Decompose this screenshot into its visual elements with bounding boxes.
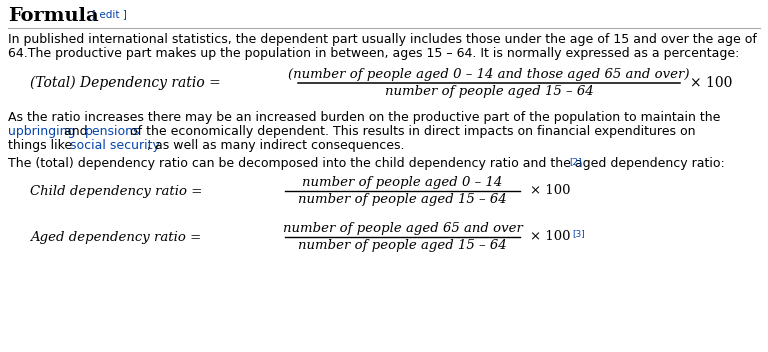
Text: [2]: [2] (569, 157, 582, 166)
Text: × 100: × 100 (530, 184, 571, 197)
Text: (number of people aged 0 – 14 and those aged 65 and over): (number of people aged 0 – 14 and those … (288, 68, 690, 81)
Text: of the economically dependent. This results in direct impacts on financial expen: of the economically dependent. This resu… (127, 125, 696, 138)
Text: and: and (59, 125, 91, 138)
Text: Formula: Formula (8, 7, 99, 25)
Text: things like: things like (8, 139, 76, 152)
Text: Aged dependency ratio =: Aged dependency ratio = (30, 231, 201, 244)
Text: As the ratio increases there may be an increased burden on the productive part o: As the ratio increases there may be an i… (8, 111, 720, 124)
Text: number of people aged 15 – 64: number of people aged 15 – 64 (298, 239, 507, 252)
Text: , as well as many indirect consequences.: , as well as many indirect consequences. (147, 139, 405, 152)
Text: In published international statistics, the dependent part usually includes those: In published international statistics, t… (8, 33, 757, 46)
Text: × 100: × 100 (690, 76, 733, 90)
Text: Child dependency ratio =: Child dependency ratio = (30, 184, 203, 197)
Text: social security: social security (70, 139, 160, 152)
Text: × 100: × 100 (530, 231, 571, 244)
Text: 64.The productive part makes up the population in between, ages 15 – 64. It is n: 64.The productive part makes up the popu… (8, 47, 740, 60)
Text: number of people aged 0 – 14: number of people aged 0 – 14 (303, 176, 502, 189)
Text: pensions: pensions (85, 125, 141, 138)
Text: number of people aged 15 – 64: number of people aged 15 – 64 (385, 85, 594, 98)
Text: [3]: [3] (572, 229, 584, 238)
Text: upbringing: upbringing (8, 125, 75, 138)
Text: (Total) Dependency ratio =: (Total) Dependency ratio = (30, 76, 220, 90)
Text: number of people aged 15 – 64: number of people aged 15 – 64 (298, 193, 507, 206)
Text: [ edit ]: [ edit ] (92, 9, 127, 19)
Text: number of people aged 65 and over: number of people aged 65 and over (283, 222, 522, 235)
Text: The (total) dependency ratio can be decomposed into the child dependency ratio a: The (total) dependency ratio can be deco… (8, 157, 725, 170)
